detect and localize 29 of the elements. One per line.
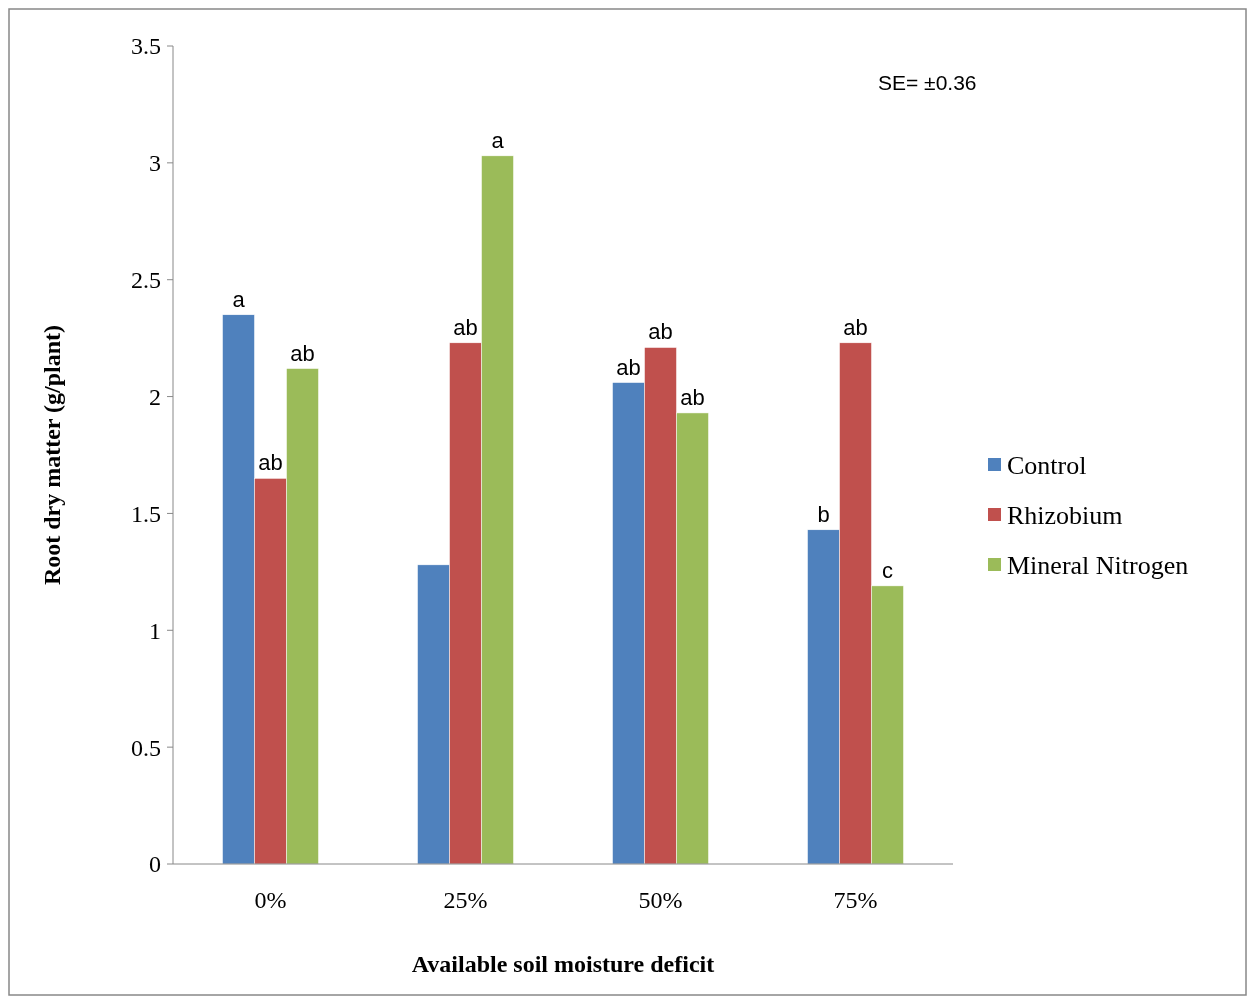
data-label: ab [290, 340, 315, 366]
y-tick-label: 0.5 [131, 734, 161, 761]
y-tick-label: 2 [149, 383, 161, 410]
data-label: b [817, 501, 830, 527]
data-label: ab [648, 319, 673, 345]
data-label: a [491, 127, 505, 153]
data-label: ab [843, 314, 868, 340]
data-label: c [882, 557, 893, 583]
data-label: a [232, 286, 246, 312]
y-tick-label: 2.5 [131, 267, 161, 294]
y-tick-label: 3.5 [131, 33, 161, 60]
y-tick-label: 1.5 [131, 500, 161, 527]
annotation: SE= ±0.36 [878, 71, 977, 94]
x-tick-label: 0% [254, 887, 287, 913]
y-tick-label: 1 [149, 617, 161, 644]
legend-label: Rhizobium [1007, 501, 1123, 531]
x-axis-title: Available soil moisture deficit [411, 951, 715, 977]
y-axis-title: Root dry matter (g/plant) [39, 324, 65, 586]
x-tick-label: 75% [833, 887, 878, 913]
y-tick-label: 0 [149, 851, 161, 878]
data-label: ab [453, 314, 478, 340]
data-label: ab [680, 384, 705, 410]
y-tick-label: 3 [149, 150, 161, 177]
legend-label: Mineral Nitrogen [1007, 551, 1189, 581]
legend-label: Control [1007, 451, 1087, 481]
data-label: ab [616, 354, 641, 380]
x-tick-label: 50% [638, 887, 683, 913]
data-label: ab [258, 450, 283, 476]
x-tick-label: 25% [443, 887, 488, 913]
